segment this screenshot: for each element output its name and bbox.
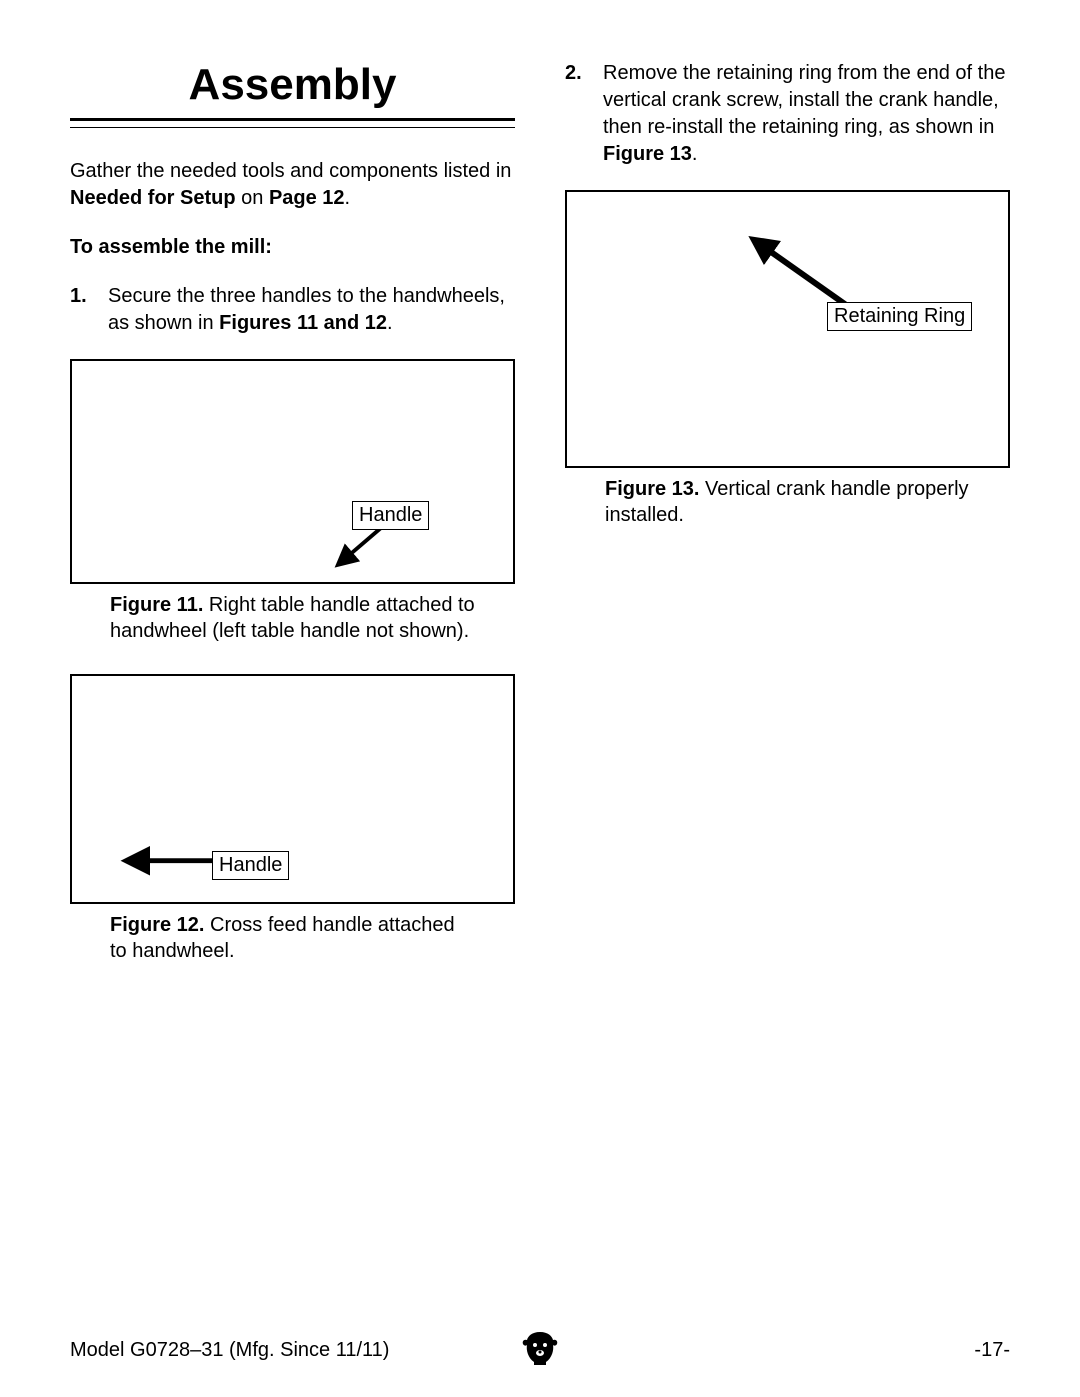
figure-11-caption-bold: Figure 11. xyxy=(110,594,203,616)
left-column: Assembly Gather the needed tools and com… xyxy=(70,60,515,994)
page-content: Assembly Gather the needed tools and com… xyxy=(0,0,1080,1034)
step-2-bold: Figure 13 xyxy=(603,143,692,165)
figure-13-caption-bold: Figure 13. xyxy=(605,478,699,500)
step-1: 1. Secure the three handles to the handw… xyxy=(70,283,515,337)
figure-13-caption: Figure 13. Vertical crank handle properl… xyxy=(565,476,1010,528)
step-1-bold: Figures 11 and 12 xyxy=(219,312,387,334)
footer-model: Model G0728–31 (Mfg. Since 11/11) xyxy=(70,1339,389,1362)
figure-11-caption: Figure 11. Right table handle attached t… xyxy=(70,592,515,644)
section-title: Assembly xyxy=(70,60,515,110)
subheading: To assemble the mill: xyxy=(70,234,515,261)
figure-11-box: Handle xyxy=(70,359,515,584)
step-2-prefix: Remove the retaining ring from the end o… xyxy=(603,62,1005,138)
bear-icon xyxy=(520,1328,560,1368)
right-column: 2. Remove the retaining ring from the en… xyxy=(565,60,1010,994)
intro-period: . xyxy=(345,187,351,209)
figure-13-box: Retaining Ring xyxy=(565,190,1010,468)
title-rule-thin xyxy=(70,127,515,128)
intro-bold: Needed for Setup xyxy=(70,187,236,209)
intro-prefix: Gather the needed tools and components l… xyxy=(70,160,511,182)
intro-on: on xyxy=(236,187,269,209)
intro-page: Page 12 xyxy=(269,187,345,209)
figure-12-caption-bold: Figure 12. xyxy=(110,914,204,936)
footer-logo xyxy=(520,1328,560,1374)
figure-12-box: Handle xyxy=(70,674,515,904)
title-rule-thick xyxy=(70,118,515,121)
footer-page-number: -17- xyxy=(974,1339,1010,1362)
step-2: 2. Remove the retaining ring from the en… xyxy=(565,60,1010,168)
figure-13-label: Retaining Ring xyxy=(827,302,972,331)
figure-12-caption: Figure 12. Cross feed handle attached to… xyxy=(70,912,515,964)
step-2-suffix: . xyxy=(692,143,698,165)
step-1-number: 1. xyxy=(70,283,90,337)
figure-11-arrow xyxy=(72,361,513,582)
figure-11-label: Handle xyxy=(352,501,429,530)
intro-paragraph: Gather the needed tools and components l… xyxy=(70,158,515,212)
figure-12-arrow xyxy=(72,676,513,902)
page-footer: Model G0728–31 (Mfg. Since 11/11) -17- xyxy=(70,1339,1010,1362)
step-1-suffix: . xyxy=(387,312,393,334)
step-1-body: Secure the three handles to the handwhee… xyxy=(108,283,515,337)
figure-12-label: Handle xyxy=(212,851,289,880)
step-2-body: Remove the retaining ring from the end o… xyxy=(603,60,1010,168)
step-2-number: 2. xyxy=(565,60,585,168)
